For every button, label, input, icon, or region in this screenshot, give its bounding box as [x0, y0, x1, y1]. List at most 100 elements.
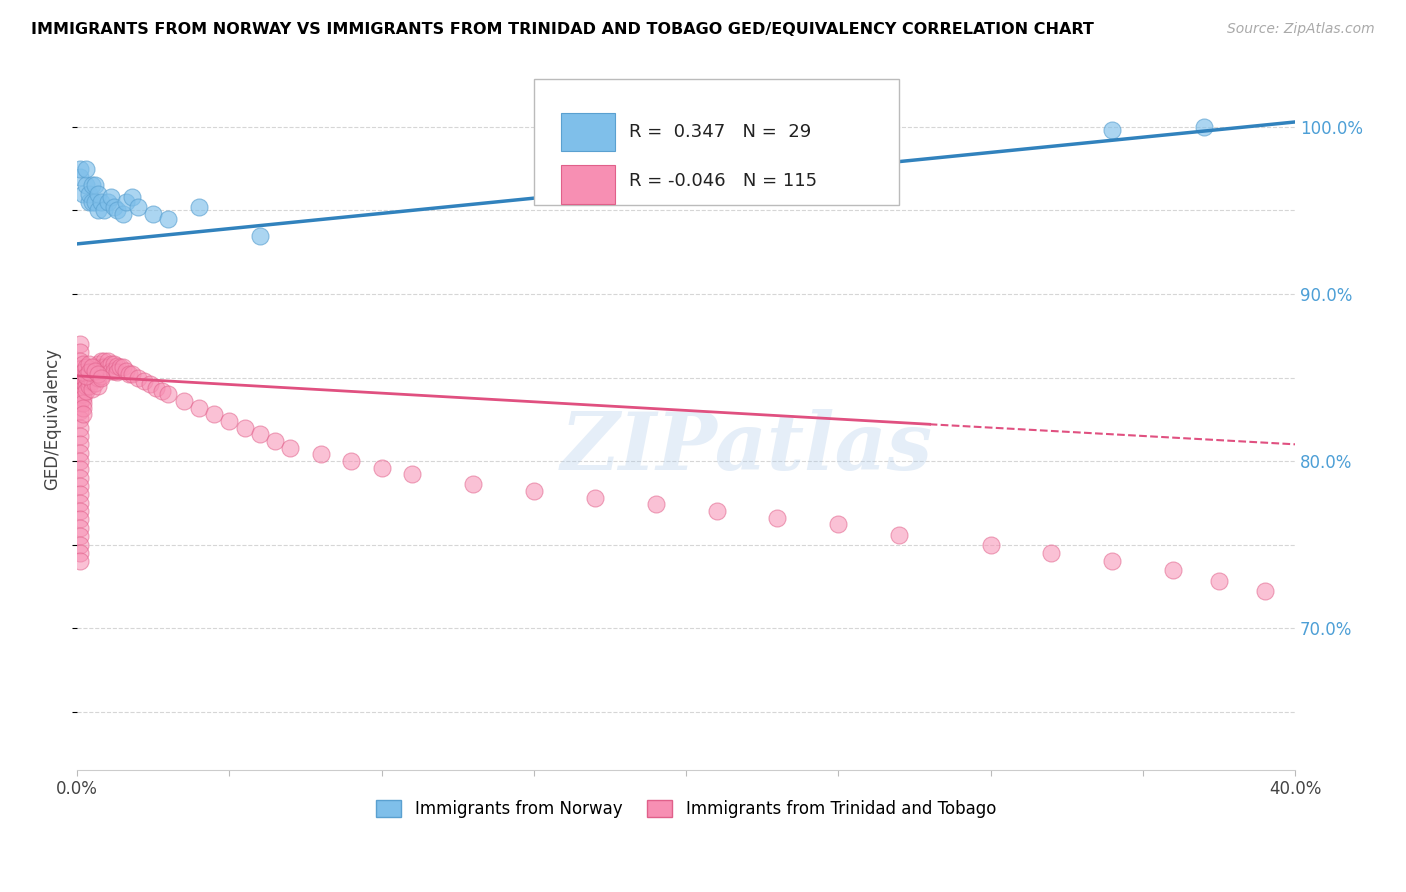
Point — [249, 427, 271, 442]
Point — [72, 401, 94, 415]
Point — [1161, 563, 1184, 577]
Point — [82, 367, 104, 381]
Point — [69, 370, 91, 384]
Point — [121, 190, 143, 204]
Point — [187, 200, 209, 214]
Point — [75, 368, 97, 383]
Point — [69, 554, 91, 568]
FancyBboxPatch shape — [561, 112, 616, 152]
Point — [84, 376, 107, 390]
Point — [77, 367, 100, 381]
Point — [87, 364, 110, 378]
Point — [93, 203, 115, 218]
Point — [69, 471, 91, 485]
Point — [75, 374, 97, 388]
Point — [108, 360, 131, 375]
Point — [157, 387, 180, 401]
Point — [84, 362, 107, 376]
Point — [69, 437, 91, 451]
Point — [69, 429, 91, 443]
Point — [96, 360, 118, 375]
Point — [249, 228, 271, 243]
Point — [77, 195, 100, 210]
Point — [105, 366, 128, 380]
Point — [72, 407, 94, 421]
Point — [90, 370, 112, 384]
Point — [72, 395, 94, 409]
Point — [139, 377, 162, 392]
Point — [72, 382, 94, 396]
Text: ZIPatlas: ZIPatlas — [561, 409, 934, 486]
Point — [77, 366, 100, 380]
Point — [69, 395, 91, 409]
Point — [77, 362, 100, 376]
Point — [90, 353, 112, 368]
Point — [93, 360, 115, 375]
Point — [889, 527, 911, 541]
Point — [69, 345, 91, 359]
Point — [75, 367, 97, 381]
Point — [82, 382, 104, 396]
Point — [1101, 554, 1123, 568]
Point — [82, 178, 104, 193]
Point — [93, 353, 115, 368]
Point — [105, 359, 128, 373]
Point — [132, 374, 155, 388]
Point — [100, 364, 122, 378]
Point — [90, 360, 112, 375]
Point — [111, 207, 134, 221]
Point — [69, 404, 91, 418]
Point — [96, 353, 118, 368]
Point — [202, 407, 225, 421]
Point — [96, 195, 118, 210]
Point — [118, 367, 141, 381]
Point — [218, 414, 240, 428]
Point — [87, 186, 110, 201]
Point — [69, 454, 91, 468]
Point — [69, 462, 91, 476]
Point — [75, 362, 97, 376]
Point — [69, 529, 91, 543]
Text: Source: ZipAtlas.com: Source: ZipAtlas.com — [1227, 22, 1375, 37]
Point — [75, 360, 97, 375]
Point — [370, 460, 392, 475]
FancyBboxPatch shape — [534, 79, 900, 205]
Point — [69, 479, 91, 493]
Point — [1208, 574, 1230, 589]
Point — [72, 370, 94, 384]
Point — [72, 366, 94, 380]
Point — [69, 337, 91, 351]
Point — [82, 360, 104, 375]
Point — [827, 517, 849, 532]
Point — [69, 512, 91, 526]
Point — [111, 360, 134, 375]
Point — [90, 368, 112, 383]
Point — [523, 484, 546, 499]
Point — [187, 401, 209, 415]
Point — [105, 203, 128, 218]
Point — [84, 178, 107, 193]
Point — [309, 447, 332, 461]
Point — [173, 393, 195, 408]
Point — [75, 384, 97, 398]
Point — [72, 374, 94, 388]
Point — [82, 362, 104, 376]
Point — [278, 441, 301, 455]
Point — [103, 357, 125, 371]
Point — [157, 211, 180, 226]
Point — [145, 380, 167, 394]
Point — [72, 391, 94, 405]
Point — [69, 379, 91, 393]
Point — [84, 367, 107, 381]
Point — [69, 521, 91, 535]
Point — [121, 367, 143, 381]
Point — [706, 504, 728, 518]
Point — [1253, 584, 1275, 599]
Point — [114, 364, 136, 378]
Point — [87, 203, 110, 218]
FancyBboxPatch shape — [561, 165, 616, 204]
Point — [644, 498, 666, 512]
Point — [264, 434, 287, 448]
Point — [1101, 123, 1123, 137]
Point — [980, 537, 1002, 551]
